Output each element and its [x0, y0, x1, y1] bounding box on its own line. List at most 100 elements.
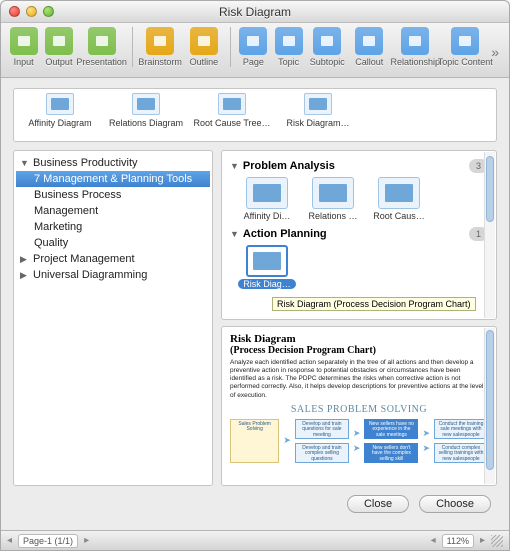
toolbar-label: Output [45, 57, 72, 67]
category-tree[interactable]: ▼Business Productivity 7 Management & Pla… [13, 150, 213, 486]
toolbar-presentation[interactable]: Presentation [78, 27, 126, 67]
titlebar[interactable]: Risk Diagram [1, 1, 509, 23]
tree-item[interactable]: ▶Universal Diagramming [16, 267, 210, 283]
toolbar-subtopic[interactable]: Subtopic [307, 27, 347, 67]
gallery-item-label: Relations … [308, 211, 357, 221]
flow-box: Conduct the training sale meetings with … [434, 419, 488, 439]
scroll-thumb[interactable] [486, 156, 494, 222]
template-thumb-icon [304, 93, 332, 115]
toolbar-outline[interactable]: Outline [184, 27, 224, 67]
scroll-thumb[interactable] [486, 330, 494, 470]
template-thumb-icon [312, 177, 354, 209]
tree-item[interactable]: 7 Management & Planning Tools [16, 171, 210, 187]
toolbar-icon [451, 27, 479, 55]
toolbar-topic-content[interactable]: Topic Content [441, 27, 489, 67]
tree-item[interactable]: Quality [16, 235, 210, 251]
toolbar-overflow-icon[interactable]: » [491, 44, 503, 60]
toolbar-topic[interactable]: Topic [272, 27, 305, 67]
preview-flowchart: Sales Problem Solving ➤ Develop and trai… [230, 419, 488, 463]
toolbar-label: Input [14, 57, 34, 67]
template-thumb-icon [218, 93, 246, 115]
disclosure-triangle-icon[interactable]: ▼ [230, 161, 239, 171]
resize-grip-icon[interactable] [491, 535, 503, 547]
tree-label: Management [34, 205, 98, 217]
toolbar-brainstorm[interactable]: Brainstorm [138, 27, 182, 67]
tree-label: Quality [34, 237, 68, 249]
flow-box: Develop and train questions for sale mee… [295, 419, 349, 439]
toolbar-label: Topic [278, 57, 299, 67]
page-indicator[interactable]: Page-1 (1/1) [18, 534, 78, 548]
toolbar-callout[interactable]: Callout [349, 27, 389, 67]
tree-item[interactable]: ▼Business Productivity [16, 155, 210, 171]
recent-template[interactable]: Root Cause Tree… [192, 93, 272, 128]
disclosure-triangle-icon[interactable]: ▼ [20, 158, 30, 168]
gallery-item-label: Risk Diag… [238, 279, 296, 289]
toolbar-page[interactable]: Page [237, 27, 270, 67]
right-pane: ▼Problem Analysis3Affinity Di…Relations … [221, 150, 497, 486]
arrow-icon: ➤ [353, 443, 361, 454]
gallery-thumbs: Affinity Di… Relations … Root Caus… [238, 177, 488, 221]
disclosure-triangle-icon[interactable]: ▶ [20, 254, 30, 265]
toolbar-input[interactable]: Input [7, 27, 40, 67]
group-title: Problem Analysis [243, 160, 335, 172]
template-thumb-icon [378, 177, 420, 209]
tree-label: Project Management [33, 253, 135, 265]
next-page-icon[interactable]: ▸ [84, 535, 89, 546]
toolbar-label: Subtopic [310, 57, 345, 67]
tree-label: Business Productivity [33, 157, 138, 169]
preview-description: Analyze each identified action separatel… [230, 359, 488, 400]
close-button[interactable]: Close [347, 495, 409, 513]
toolbar-output[interactable]: Output [42, 27, 75, 67]
dialog-buttons: Close Choose [13, 486, 497, 522]
recent-template[interactable]: Affinity Diagram [20, 93, 100, 128]
gallery-item[interactable]: Risk Diag… [238, 245, 296, 289]
disclosure-triangle-icon[interactable]: ▶ [20, 270, 30, 281]
toolbar-icon [88, 27, 116, 55]
tree-label: Marketing [34, 221, 82, 233]
tree-item[interactable]: Management [16, 203, 210, 219]
disclosure-triangle-icon[interactable]: ▼ [230, 229, 239, 239]
gallery-item[interactable]: Affinity Di… [238, 177, 296, 221]
toolbar-relationship[interactable]: Relationship [391, 27, 439, 67]
recent-template[interactable]: Risk Diagram… [278, 93, 358, 128]
template-preview: Risk Diagram (Process Decision Program C… [221, 326, 497, 486]
arrow-icon: ➤ [353, 428, 361, 439]
choose-button[interactable]: Choose [419, 495, 491, 513]
toolbar-icon [239, 27, 267, 55]
template-thumb-icon [46, 93, 74, 115]
content-panes: ▼Business Productivity7 Management & Pla… [13, 150, 497, 486]
toolbar-icon [401, 27, 429, 55]
gallery-item[interactable]: Root Caus… [370, 177, 428, 221]
recent-templates-row: Affinity Diagram Relations DiagramRoot Ca… [13, 88, 497, 142]
toolbar: Input Output Presentation Brainstorm Outline… [1, 23, 509, 78]
zoom-out-icon[interactable]: ◂ [431, 535, 436, 546]
gallery-item[interactable]: Relations … [304, 177, 362, 221]
arrow-icon: ➤ [422, 443, 430, 454]
gallery-scrollbar[interactable] [484, 152, 495, 318]
toolbar-label: Topic Content [438, 57, 493, 67]
dialog-body: Affinity DiagramRelations DiagramRoot Ca… [1, 78, 509, 530]
recent-label: Affinity Diagram [28, 118, 91, 128]
gallery-group-header[interactable]: ▼Problem Analysis3 [230, 159, 488, 173]
tooltip: Risk Diagram (Process Decision Program C… [272, 297, 476, 311]
toolbar-icon [190, 27, 218, 55]
zoom-indicator[interactable]: 112% [442, 534, 474, 548]
toolbar-icon [313, 27, 341, 55]
zoom-in-icon[interactable]: ▸ [480, 535, 485, 546]
gallery-item-label: Affinity Di… [244, 211, 291, 221]
tree-label: 7 Management & Planning Tools [34, 173, 192, 185]
tree-item[interactable]: Business Process [16, 187, 210, 203]
tree-item[interactable]: Marketing [16, 219, 210, 235]
tree-label: Universal Diagramming [33, 269, 147, 281]
recent-template[interactable]: Relations Diagram [106, 93, 186, 128]
toolbar-label: Presentation [76, 57, 127, 67]
toolbar-label: Outline [190, 57, 219, 67]
preview-scrollbar[interactable] [484, 328, 495, 484]
template-gallery[interactable]: ▼Problem Analysis3Affinity Di…Relations … [221, 150, 497, 320]
toolbar-icon [10, 27, 38, 55]
prev-page-icon[interactable]: ◂ [7, 535, 12, 546]
tree-item[interactable]: ▶Project Management [16, 251, 210, 267]
toolbar-label: Relationship [390, 57, 440, 67]
gallery-group-header[interactable]: ▼Action Planning1 [230, 227, 488, 241]
toolbar-separator [230, 27, 231, 67]
